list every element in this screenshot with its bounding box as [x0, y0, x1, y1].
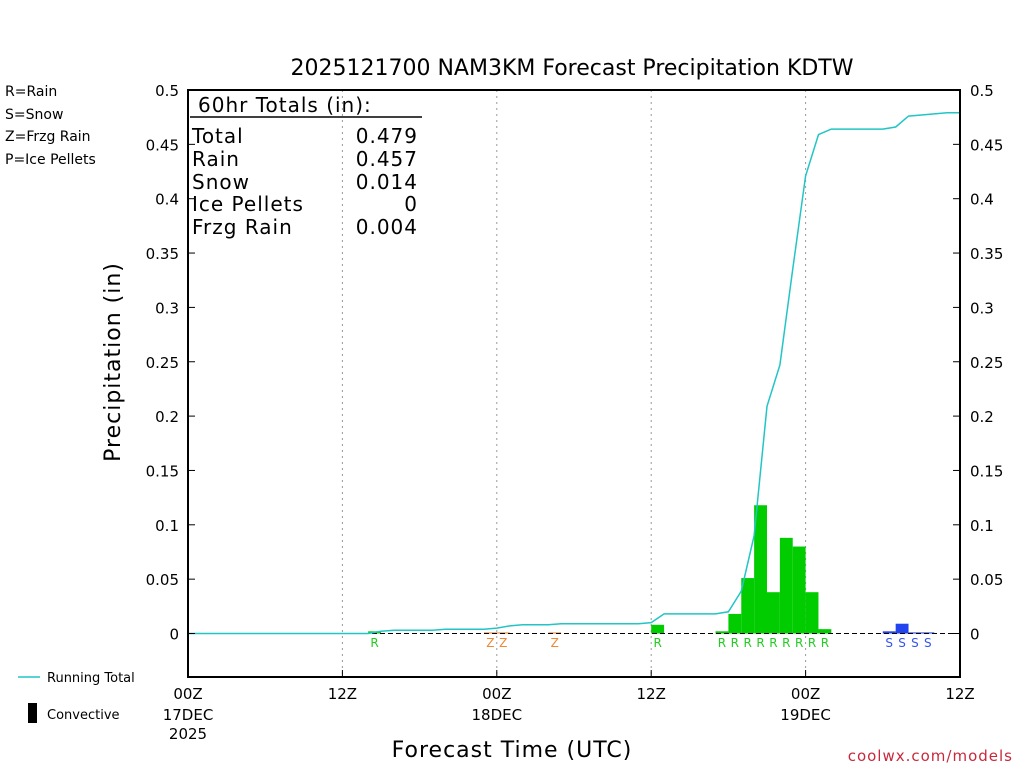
precip-bar-5 — [715, 631, 729, 634]
precip-bar-4 — [651, 624, 665, 634]
y-axis-ticks: 0 0 0.05 0.05 0.1 0.1 0.15 0.15 0.2 0.2 0.25 0.25 0.… — [146, 82, 1004, 644]
precip-type-letter-2: Z — [499, 636, 507, 650]
precip-type-letter-0: R — [370, 636, 378, 650]
x-tick-time-label: 12Z — [328, 685, 357, 703]
precip-bar-17 — [921, 632, 935, 634]
x-tick-date-label: 18DEC — [472, 706, 523, 724]
precip-bar-12 — [805, 592, 819, 634]
chart-title: 2025121700 NAM3KM Forecast Precipitation… — [291, 56, 854, 81]
y-tick-label-left: 0.4 — [155, 191, 179, 209]
precip-bar-1 — [483, 632, 497, 634]
x-tick-date-label: 17DEC — [163, 706, 214, 724]
y-tick-label-left: 0.05 — [146, 571, 179, 589]
x-tick-time-label: 12Z — [945, 685, 974, 703]
y-tick-label-left: 0.2 — [155, 408, 179, 426]
y-tick-label-left: 0.3 — [155, 299, 179, 317]
legend-rain: R=Rain — [5, 84, 57, 100]
precip-type-letter-14: S — [885, 636, 893, 650]
y-tick-label-right: 0.45 — [970, 136, 1003, 154]
y-tick-label-right: 0.2 — [970, 408, 994, 426]
legend-snow: S=Snow — [5, 107, 63, 123]
precip-type-letter-6: R — [731, 636, 739, 650]
precip-type-letter-13: R — [821, 636, 829, 650]
convective-legend-swatch — [28, 703, 37, 723]
precip-bar-11 — [792, 546, 806, 634]
totals-value-ice-pellets: 0 — [404, 192, 418, 216]
y-tick-label-left: 0.25 — [146, 354, 179, 372]
totals-label-total: Total — [191, 124, 244, 148]
precipitation-bars — [368, 505, 935, 634]
totals-label-rain: Rain — [192, 147, 240, 171]
precip-type-letter-15: S — [898, 636, 906, 650]
y-tick-label-right: 0.15 — [970, 462, 1003, 480]
y-tick-label-right: 0.3 — [970, 299, 994, 317]
precip-bar-14 — [882, 631, 896, 634]
legend-ice-pellets: P=Ice Pellets — [5, 152, 96, 168]
totals-value-snow: 0.014 — [356, 170, 418, 194]
precip-bar-13 — [818, 629, 832, 634]
precip-type-letter-11: R — [795, 636, 803, 650]
precip-bar-16 — [908, 632, 922, 634]
y-tick-label-left: 0.15 — [146, 462, 179, 480]
totals-box: 60hr Totals (in): Total 0.479 Rain 0.457… — [190, 93, 422, 239]
gridlines — [341, 90, 807, 677]
y-axis-label: Precipitation (in) — [101, 262, 126, 462]
precip-type-letter-1: Z — [486, 636, 494, 650]
y-tick-label-right: 0.1 — [970, 517, 994, 535]
y-tick-label-left: 0.1 — [155, 517, 179, 535]
y-tick-label-right: 0 — [970, 626, 980, 644]
plot-frame — [187, 89, 961, 678]
precip-type-letter-16: S — [911, 636, 919, 650]
x-axis-label: Forecast Time (UTC) — [392, 738, 633, 763]
x-tick-time-label: 12Z — [637, 685, 666, 703]
y-tick-label-left: 0.45 — [146, 136, 179, 154]
y-tick-label-right: 0.4 — [970, 191, 994, 209]
y-tick-label-right: 0.5 — [970, 82, 994, 100]
precip-type-letter-7: R — [744, 636, 752, 650]
totals-value-freezing-rain: 0.004 — [356, 215, 418, 239]
precip-type-letter-10: R — [782, 636, 790, 650]
y-tick-label-right: 0.05 — [970, 571, 1003, 589]
totals-label-freezing-rain: Frzg Rain — [192, 215, 293, 239]
running-total-polyline — [188, 112, 960, 635]
precip-bar-9 — [767, 592, 780, 634]
y-tick-label-left: 0.5 — [155, 82, 179, 100]
x-tick-time-label: 00Z — [482, 685, 511, 703]
y-tick-label-left: 0.35 — [146, 245, 179, 263]
convective-legend-label: Convective — [47, 708, 120, 723]
precip-type-letter-5: R — [718, 636, 726, 650]
x-tick-date-label: 19DEC — [780, 706, 831, 724]
y-tick-label-left: 0 — [169, 626, 179, 644]
precip-bar-6 — [728, 613, 742, 634]
precip-type-letter-12: R — [808, 636, 816, 650]
precip-bar-15 — [895, 623, 909, 634]
totals-header: 60hr Totals (in): — [198, 93, 372, 117]
source-credit: coolwx.com/models — [848, 747, 1013, 765]
x-tick-time-label: 00Z — [173, 685, 202, 703]
y-tick-label-right: 0.35 — [970, 245, 1003, 263]
precip-bar-2 — [496, 632, 510, 634]
totals-label-snow: Snow — [192, 170, 250, 194]
precip-type-letter-17: S — [924, 636, 932, 650]
legend-freezing-rain: Z=Frzg Rain — [5, 129, 91, 145]
precip-type-letter-4: R — [653, 636, 661, 650]
precip-type-letter-9: R — [769, 636, 777, 650]
running-total-legend-label: Running Total — [47, 671, 135, 686]
x-tick-year-label: 2025 — [169, 725, 207, 743]
precip-type-letter-3: Z — [551, 636, 559, 650]
precip-type-letter-8: R — [756, 636, 764, 650]
precip-bar-3 — [548, 632, 562, 634]
totals-value-total: 0.479 — [356, 124, 418, 148]
totals-value-rain: 0.457 — [356, 147, 418, 171]
totals-label-ice-pellets: Ice Pellets — [192, 192, 304, 216]
precip-bar-7 — [741, 578, 755, 634]
x-tick-time-label: 00Z — [791, 685, 820, 703]
y-tick-label-right: 0.25 — [970, 354, 1003, 372]
precip-bar-10 — [779, 537, 793, 634]
running-total-line — [188, 112, 960, 635]
precip-bar-8 — [754, 505, 767, 634]
